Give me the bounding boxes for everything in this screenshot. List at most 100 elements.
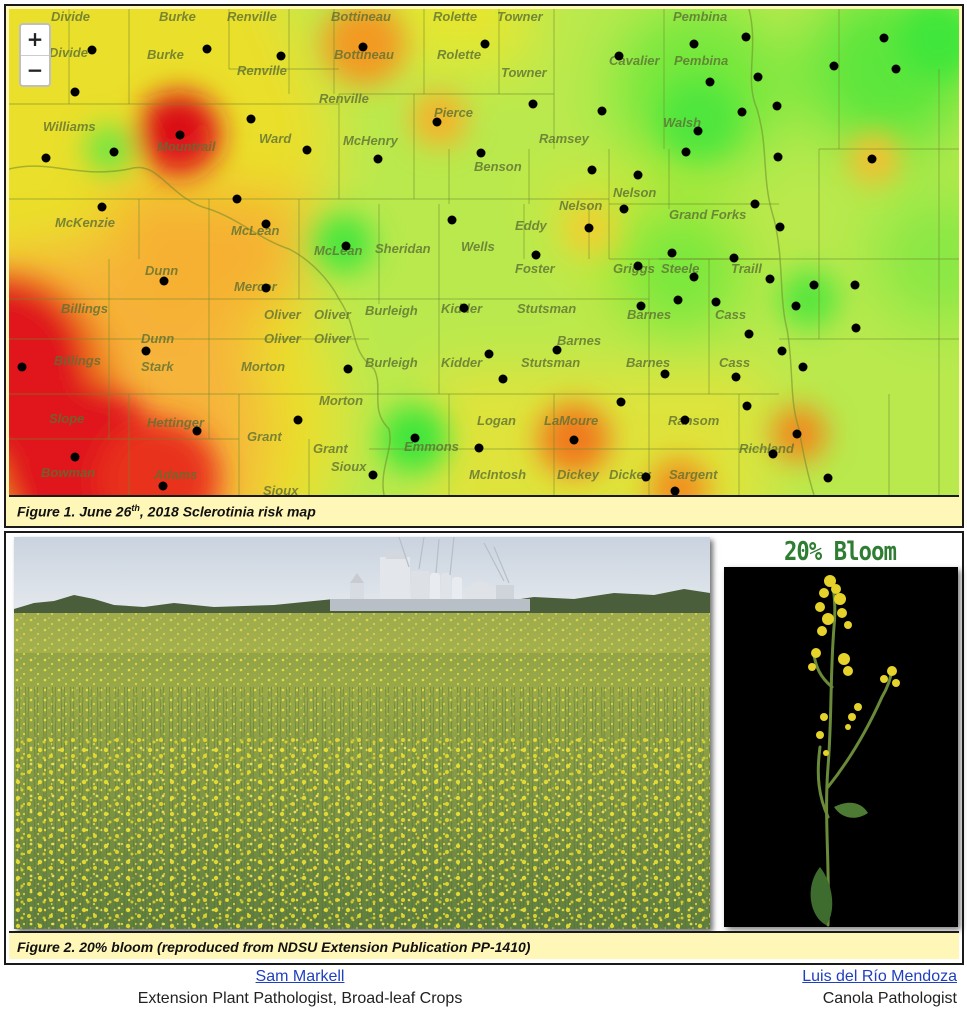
county-label: Barnes — [626, 355, 670, 370]
county-label: Wells — [461, 239, 495, 254]
county-label: Stutsman — [521, 355, 580, 370]
station-dot — [765, 274, 775, 284]
caption-superscript: th — [131, 503, 140, 513]
county-label: Ransom — [668, 413, 720, 428]
station-dot — [159, 276, 169, 286]
weather-stations — [17, 32, 901, 495]
station-dot — [851, 323, 861, 333]
county-label: Renville — [227, 9, 277, 24]
county-label: Nelson — [559, 198, 602, 213]
figure-1-caption: Figure 1. June 26th, 2018 Sclerotinia ri… — [9, 495, 959, 523]
station-dot — [109, 147, 119, 157]
county-label: Hettinger — [147, 415, 205, 430]
county-label: Oliver — [314, 307, 352, 322]
author-role: Canola Pathologist — [822, 990, 957, 1007]
station-dot — [729, 253, 739, 263]
county-label: Bottineau — [331, 9, 391, 24]
station-dot — [158, 481, 168, 491]
county-label: Dickey — [609, 467, 652, 482]
station-dot — [798, 362, 808, 372]
station-dot — [731, 372, 741, 382]
station-dot — [476, 148, 486, 158]
station-dot — [891, 64, 901, 74]
station-dot — [597, 106, 607, 116]
station-dot — [484, 349, 494, 359]
county-label: LaMoure — [544, 413, 598, 428]
station-dot — [689, 39, 699, 49]
county-label: Stutsman — [517, 301, 576, 316]
county-label: Nelson — [613, 185, 656, 200]
station-dot — [823, 473, 833, 483]
zoom-in-button[interactable]: + — [26, 27, 44, 51]
station-dot — [141, 346, 151, 356]
figure-2-caption: Figure 2. 20% bloom (reproduced from NDS… — [9, 931, 959, 959]
station-dot — [447, 215, 457, 225]
county-label: Bottineau — [334, 47, 394, 62]
county-label: Stark — [141, 359, 174, 374]
county-label: Walsh — [663, 115, 701, 130]
author-block-del-rio: Luis del Río Mendoza Canola Pathologist — [697, 968, 957, 1008]
county-label: Adams — [153, 467, 197, 482]
station-dot — [619, 204, 629, 214]
station-dot — [850, 280, 860, 290]
station-dot — [636, 301, 646, 311]
station-dot — [459, 303, 469, 313]
county-label: McLean — [314, 243, 362, 258]
county-label: Dunn — [145, 263, 178, 278]
county-label: Billings — [61, 301, 108, 316]
county-label: Burke — [147, 47, 184, 62]
station-dot — [587, 165, 597, 175]
station-dot — [809, 280, 819, 290]
station-dot — [867, 154, 877, 164]
county-label: Griggs — [613, 261, 655, 276]
station-dot — [614, 51, 624, 61]
caption-text: Figure 1. June 26 — [17, 503, 132, 520]
rivers — [9, 9, 815, 495]
county-label: Morton — [241, 359, 285, 374]
station-dot — [531, 250, 541, 260]
county-label: Emmons — [404, 439, 459, 454]
station-dot — [584, 223, 594, 233]
station-dot — [772, 101, 782, 111]
station-dot — [474, 443, 484, 453]
county-label: Morton — [319, 393, 363, 408]
county-label: Divide — [49, 45, 88, 60]
station-dot — [343, 364, 353, 374]
county-label: Oliver — [314, 331, 352, 346]
author-link-del-rio[interactable]: Luis del Río Mendoza — [802, 968, 957, 985]
county-label: Logan — [477, 413, 516, 428]
station-dot — [775, 222, 785, 232]
author-link-markell[interactable]: Sam Markell — [255, 968, 345, 985]
station-dot — [829, 61, 839, 71]
station-dot — [569, 435, 579, 445]
station-dot — [276, 51, 286, 61]
station-dot — [616, 397, 626, 407]
county-label: Grand Forks — [669, 207, 746, 222]
county-label: Barnes — [627, 307, 671, 322]
station-dot — [879, 33, 889, 43]
risk-hotspots — [9, 9, 959, 495]
county-label: Foster — [515, 261, 556, 276]
zoom-out-button[interactable]: − — [21, 55, 49, 85]
station-dot — [693, 126, 703, 136]
station-dot — [410, 433, 420, 443]
county-label: Grant — [247, 429, 282, 444]
county-label: Dunn — [141, 331, 174, 346]
county-label: Kidder — [441, 355, 483, 370]
station-dot — [432, 117, 442, 127]
risk-map[interactable]: Divide Divide Burke Burke Renville Renvi… — [9, 9, 959, 495]
station-dot — [641, 472, 651, 482]
plant-photo-canvas — [808, 575, 900, 927]
station-dot — [670, 486, 680, 495]
station-dot — [633, 170, 643, 180]
grain-elevator — [330, 537, 530, 611]
county-label: Grant — [313, 441, 348, 456]
station-dot — [261, 219, 271, 229]
station-dot — [741, 32, 751, 42]
county-label: Oliver — [264, 307, 302, 322]
county-label: Renville — [319, 91, 369, 106]
county-labels: Divide Divide Burke Burke Renville Renvi… — [41, 9, 795, 495]
county-label: Pembina — [673, 9, 727, 24]
county-label: Slope — [49, 411, 84, 426]
county-label: Mountrail — [157, 139, 216, 154]
